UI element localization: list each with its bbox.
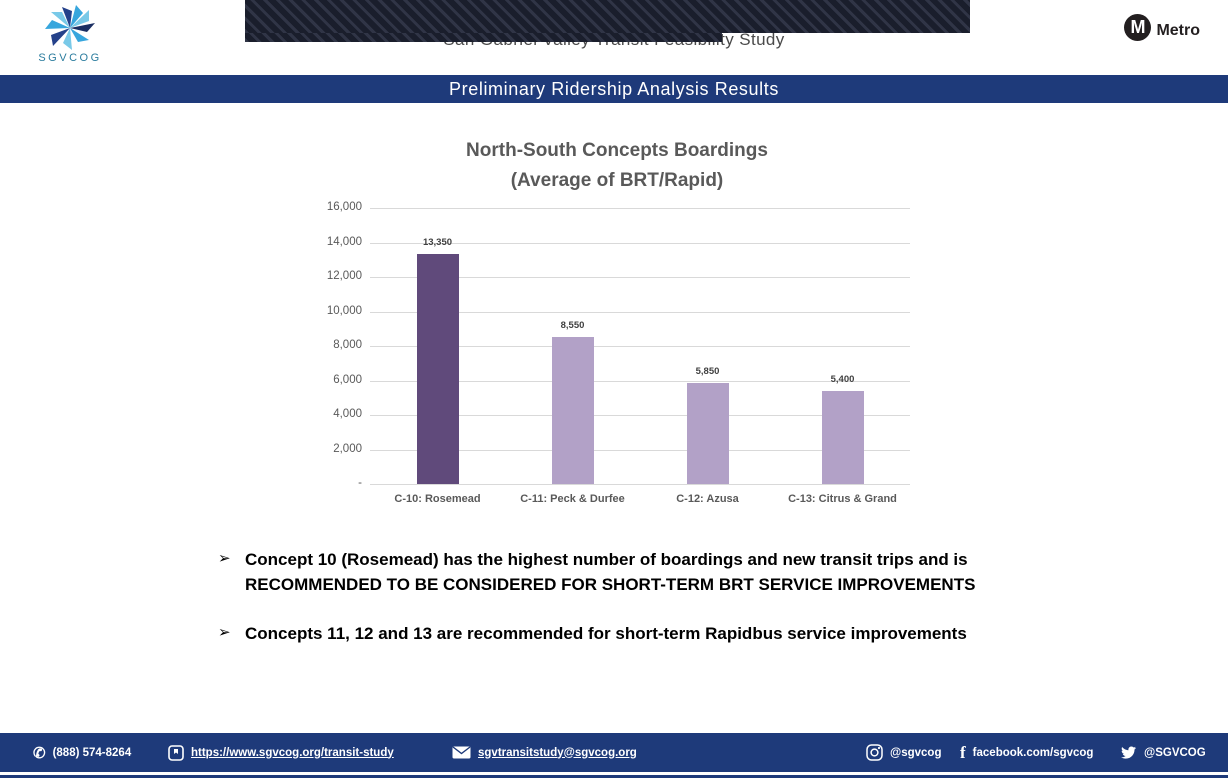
chart-gridline — [370, 415, 910, 416]
chart-gridline — [370, 277, 910, 278]
bar-value-label: 5,850 — [695, 366, 720, 378]
instagram-icon — [866, 744, 883, 761]
footer-instagram: @sgvcog — [866, 733, 941, 772]
bullet-2-line-1: Concepts 11, 12 and 13 are recommended f… — [245, 624, 967, 643]
chart-gridline — [370, 449, 910, 451]
bullet-item-1: ➢ Concept 10 (Rosemead) has the highest … — [218, 547, 1048, 597]
bullet-list: ➢ Concept 10 (Rosemead) has the highest … — [218, 547, 1048, 670]
footer-twitter: @SGVCOG — [1120, 733, 1206, 772]
x-tick-label: C-13: Citrus & Grand — [788, 493, 897, 505]
twitter-icon — [1120, 745, 1137, 760]
bullet-text-1: Concept 10 (Rosemead) has the highest nu… — [245, 547, 975, 597]
footer-phone: ✆ (888) 574-8264 — [33, 733, 131, 772]
footer-website-link[interactable]: https://www.sgvcog.org/transit-study — [191, 746, 394, 759]
chart-bar — [551, 336, 594, 484]
chart-x-axis: C-10: Rosemead C-11: Peck & Durfee C-12: A… — [370, 493, 910, 513]
chart-bar — [416, 253, 459, 484]
y-tick-label: - — [358, 477, 362, 489]
bullet-1-line-1: Concept 10 (Rosemead) has the highest nu… — [245, 550, 968, 569]
chart-plot: 13,350 8,550 5,850 5,400 — [370, 208, 910, 485]
metro-m-icon: M — [1124, 14, 1152, 41]
x-tick-label: C-12: Azusa — [676, 493, 739, 505]
bar-value-label: 8,550 — [560, 319, 585, 331]
sgvcog-starburst-icon — [30, 5, 110, 51]
x-tick-label: C-11: Peck & Durfee — [520, 493, 625, 505]
chart-gridline — [370, 484, 910, 485]
y-tick-label: 16,000 — [326, 201, 362, 213]
bullet-arrow-icon: ➢ — [218, 624, 231, 641]
chart-gridline — [370, 242, 910, 244]
footer-bar: ✆ (888) 574-8264 https://www.sgvcog.org/… — [0, 733, 1228, 772]
chart-bar — [686, 383, 729, 484]
chart-title-line2: (Average of BRT/Rapid) — [510, 170, 724, 191]
footer-email-link[interactable]: sgvtransitstudy@sgvcog.org — [478, 746, 637, 759]
facebook-icon: f — [960, 742, 966, 762]
footer-email: sgvtransitstudy@sgvcog.org — [452, 733, 637, 772]
redaction-box-lower — [245, 33, 722, 42]
y-tick-label: 4,000 — [333, 408, 362, 420]
footer-twitter-handle: @SGVCOG — [1144, 746, 1206, 759]
envelope-icon — [452, 746, 471, 759]
footer-facebook-handle: facebook.com/sgvcog — [972, 746, 1094, 759]
chart-bar — [821, 390, 864, 484]
sgvcog-logo: SGVCOG — [30, 5, 110, 64]
redaction-box — [245, 0, 970, 33]
x-tick-label: C-10: Rosemead — [394, 493, 481, 505]
y-tick-label: 6,000 — [333, 373, 362, 386]
bullet-1-line-2: RECOMMENDED TO BE CONSIDERED FOR SHORT-T… — [245, 575, 976, 594]
y-tick-label: 10,000 — [326, 304, 362, 317]
bar-value-label: 13,350 — [422, 236, 453, 248]
browser-icon — [168, 744, 184, 761]
chart-gridline — [370, 311, 910, 313]
sgvcog-logo-text: SGVCOG — [38, 52, 102, 64]
metro-logo-text: Metro — [1156, 22, 1200, 39]
bullet-arrow-icon: ➢ — [218, 550, 231, 567]
chart-title-line1: North-South Concepts Boardings — [466, 140, 768, 161]
chart-gridline — [370, 346, 910, 347]
metro-logo: M Metro — [1124, 14, 1200, 41]
footer-bottom-strip — [0, 775, 1228, 778]
footer-website: https://www.sgvcog.org/transit-study — [168, 733, 394, 772]
phone-icon: ✆ — [33, 744, 46, 762]
bullet-text-2: Concepts 11, 12 and 13 are recommended f… — [245, 621, 967, 646]
chart-gridline — [370, 208, 910, 209]
y-tick-label: 8,000 — [333, 339, 362, 351]
bullet-item-2: ➢ Concepts 11, 12 and 13 are recommended… — [218, 621, 1048, 646]
y-tick-label: 14,000 — [326, 235, 362, 248]
footer-facebook: f facebook.com/sgvcog — [960, 733, 1093, 772]
chart-gridline — [370, 380, 910, 382]
chart-title: North-South Concepts Boardings (Average … — [327, 136, 907, 196]
bar-value-label: 5,400 — [830, 373, 855, 385]
banner-title: Preliminary Ridership Analysis Results — [0, 75, 1228, 103]
footer-phone-number: (888) 574-8264 — [52, 746, 132, 759]
y-tick-label: 2,000 — [333, 442, 362, 455]
footer-instagram-handle: @sgvcog — [890, 746, 942, 759]
y-tick-label: 12,000 — [326, 270, 362, 282]
chart-y-axis: 16,000 14,000 12,000 10,000 8,000 6,000 4,000 2… — [278, 201, 362, 489]
